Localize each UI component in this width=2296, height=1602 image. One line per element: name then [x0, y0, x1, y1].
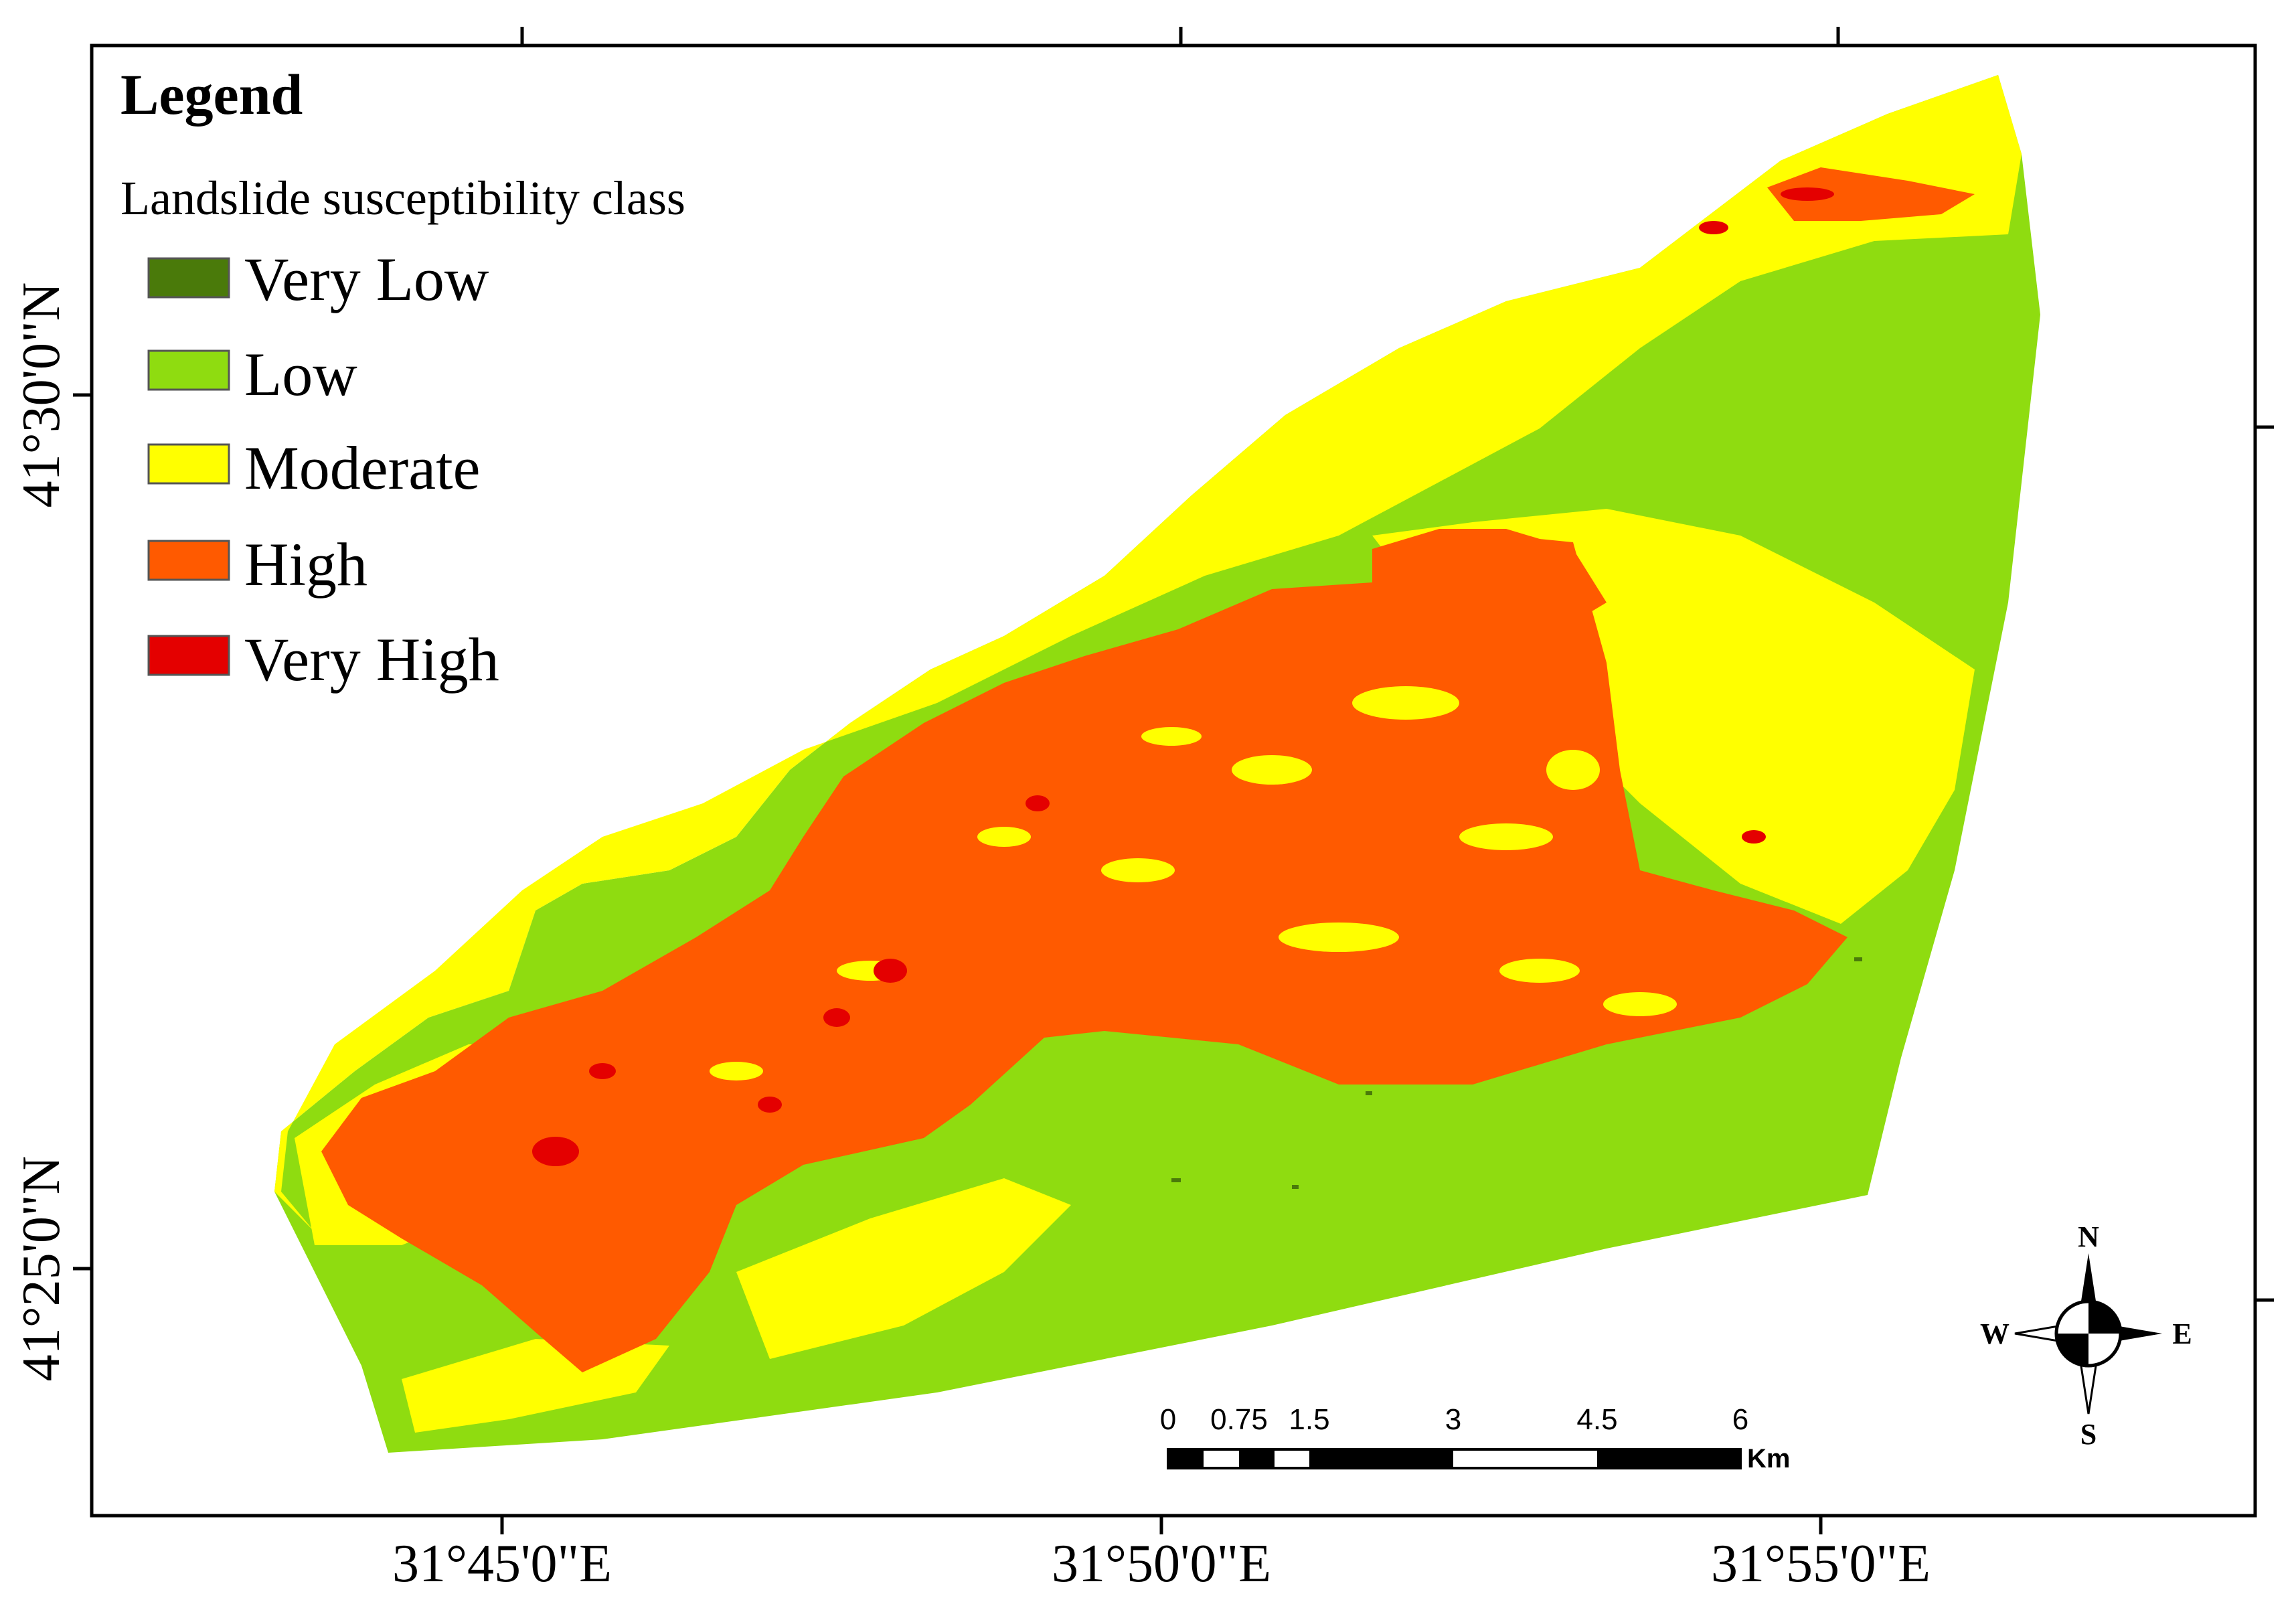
- area-moderate-south: [736, 1178, 1071, 1359]
- legend-subtitle: Landslide susceptibility class: [120, 171, 685, 225]
- legend-swatch-high: [147, 540, 230, 581]
- legend: Legend Landslide susceptibility class Ve…: [120, 62, 685, 694]
- compass-e: E: [2172, 1317, 2192, 1350]
- lat-label-2: 41°25'0"N: [12, 1156, 71, 1382]
- compass-n: N: [2078, 1220, 2099, 1253]
- scale-tick-3: 3: [1445, 1403, 1461, 1436]
- area-high-coastal: [1767, 167, 1975, 221]
- north-arrow-icon: N S E W: [1980, 1220, 2192, 1451]
- scale-bar: 0 0.75 1.5 3 4.5 6 Km: [1160, 1403, 1791, 1473]
- legend-label-very-high: Very High: [244, 625, 499, 694]
- legend-label-high: High: [244, 530, 367, 598]
- legend-swatch-very-high: [147, 635, 230, 676]
- legend-label-very-low: Very Low: [244, 245, 489, 313]
- lon-label-2: 31°50'0"E: [1052, 1534, 1271, 1593]
- legend-swatch-very-low: [147, 257, 230, 299]
- legend-swatch-low: [147, 349, 230, 391]
- legend-swatch-moderate: [147, 443, 230, 485]
- legend-label-moderate: Moderate: [244, 434, 481, 502]
- scale-unit: Km: [1747, 1444, 1790, 1473]
- compass-w: W: [1980, 1317, 2010, 1350]
- area-very-low-specks: [1171, 957, 1862, 1189]
- frame-ticks: [73, 27, 2274, 1534]
- area-high: [321, 536, 1848, 1372]
- lon-label-1: 31°45'0"E: [392, 1534, 612, 1593]
- legend-label-low: Low: [244, 340, 357, 408]
- compass-s: S: [2080, 1418, 2097, 1451]
- area-moderate-specks: [710, 686, 1677, 1080]
- legend-title: Legend: [120, 62, 303, 127]
- lon-label-3: 31°55'0"E: [1711, 1534, 1931, 1593]
- scale-tick-4: 4.5: [1576, 1403, 1617, 1436]
- area-moderate-north: [274, 75, 2022, 1232]
- scale-tick-0: 0: [1160, 1403, 1176, 1436]
- area-very-high-specks: [532, 187, 1834, 1166]
- lat-label-1: 41°30'0"N: [12, 283, 71, 508]
- area-high-belt: [1372, 529, 1607, 643]
- scale-tick-2: 1.5: [1289, 1403, 1329, 1436]
- scale-tick-5: 6: [1732, 1403, 1748, 1436]
- scale-tick-1: 0.75: [1210, 1403, 1268, 1436]
